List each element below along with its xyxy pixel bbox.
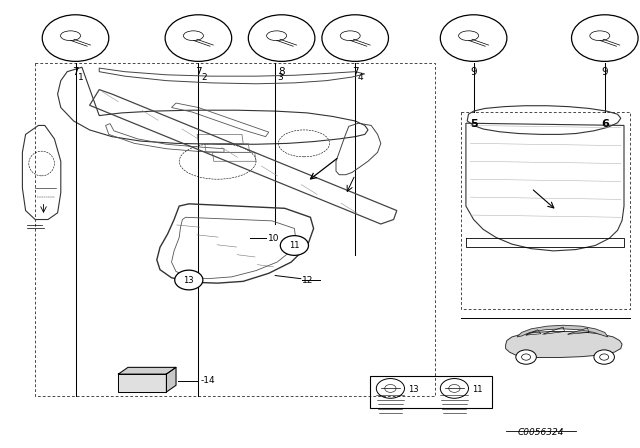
Text: 11: 11: [289, 241, 300, 250]
Text: 2: 2: [201, 73, 207, 82]
Polygon shape: [517, 325, 608, 337]
Polygon shape: [506, 332, 622, 358]
Polygon shape: [118, 374, 166, 392]
Text: 9: 9: [470, 67, 477, 77]
Text: 8: 8: [278, 67, 285, 77]
Text: 12: 12: [302, 276, 314, 284]
Circle shape: [516, 350, 536, 364]
Text: 13: 13: [408, 385, 419, 394]
Text: 4: 4: [358, 73, 364, 82]
Circle shape: [594, 350, 614, 364]
Text: 6: 6: [601, 119, 609, 129]
Circle shape: [440, 15, 507, 61]
Text: 7: 7: [72, 67, 79, 77]
Text: 11: 11: [472, 385, 483, 394]
Text: 7: 7: [195, 67, 202, 77]
Text: 3: 3: [278, 73, 284, 82]
Polygon shape: [118, 367, 176, 374]
Circle shape: [322, 15, 388, 61]
Text: 9: 9: [602, 67, 608, 77]
Circle shape: [175, 270, 203, 290]
Circle shape: [572, 15, 638, 61]
Circle shape: [42, 15, 109, 61]
Text: 7: 7: [352, 67, 358, 77]
Polygon shape: [166, 367, 176, 392]
Text: C0056324: C0056324: [518, 428, 564, 437]
Text: 1: 1: [78, 73, 84, 82]
Text: 10: 10: [268, 234, 279, 243]
Circle shape: [280, 236, 308, 255]
Circle shape: [248, 15, 315, 61]
Text: -14: -14: [200, 376, 215, 385]
Circle shape: [165, 15, 232, 61]
Text: 5: 5: [470, 119, 477, 129]
Text: 13: 13: [184, 276, 194, 284]
